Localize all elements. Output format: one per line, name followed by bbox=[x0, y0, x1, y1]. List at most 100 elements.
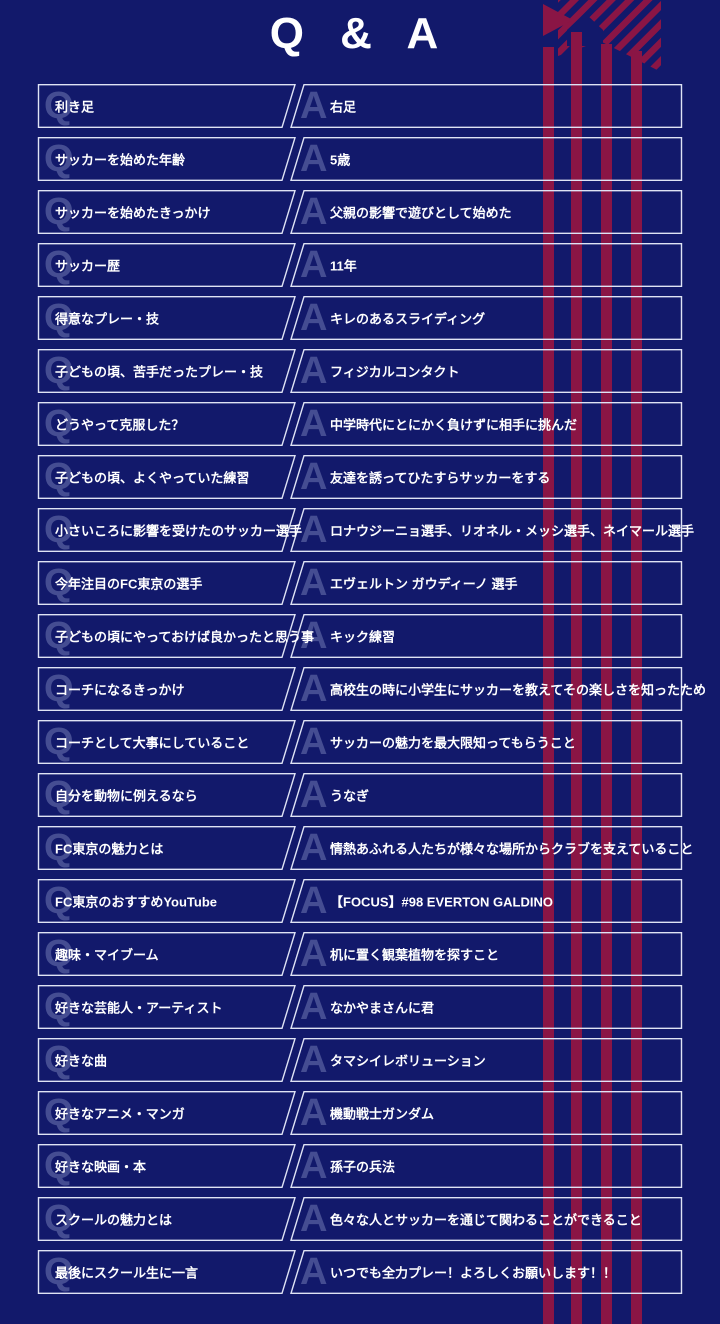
answer-text: 机に置く観葉植物を探すこと bbox=[330, 947, 500, 963]
qa-row: Q コーチになるきっかけ A 高校生の時に小学生にサッカーを教えてその楽しさを知… bbox=[0, 667, 720, 711]
a-watermark: A bbox=[300, 509, 328, 551]
answer-text: タマシイレボリューション bbox=[330, 1053, 486, 1069]
row-frame bbox=[37, 190, 683, 234]
answer-text: 5歳 bbox=[330, 152, 351, 168]
row-frame bbox=[37, 508, 683, 552]
q-watermark: Q bbox=[44, 774, 74, 816]
question-text: 利き足 bbox=[55, 99, 95, 115]
answer-text: 高校生の時に小学生にサッカーを教えてその楽しさを知ったため bbox=[330, 682, 706, 698]
qa-row: Q サッカー歴 A 11年 bbox=[0, 243, 720, 287]
answer-box-border bbox=[290, 243, 683, 287]
q-watermark: Q bbox=[44, 827, 74, 869]
answer-box-border bbox=[290, 349, 683, 393]
q-watermark: Q bbox=[44, 1145, 74, 1187]
a-watermark: A bbox=[300, 880, 328, 922]
question-box-border bbox=[37, 1250, 296, 1294]
answer-box-border bbox=[290, 137, 683, 181]
question-text: FC東京の魅力とは bbox=[55, 841, 164, 857]
question-box-border bbox=[37, 932, 296, 976]
question-box-border bbox=[37, 508, 296, 552]
row-frame bbox=[37, 137, 683, 181]
answer-text: 11年 bbox=[330, 258, 357, 274]
vertical-stripe bbox=[631, 51, 642, 1324]
answer-text: 中学時代にとにかく負けずに相手に挑んだ bbox=[330, 417, 578, 433]
answer-box-border bbox=[290, 614, 683, 658]
answer-box-border bbox=[290, 402, 683, 446]
answer-box-border bbox=[290, 190, 683, 234]
q-watermark: Q bbox=[44, 244, 74, 286]
qa-row: Q 子どもの頃、苦手だったプレー・技 A フィジカルコンタクト bbox=[0, 349, 720, 393]
row-frame bbox=[37, 773, 683, 817]
a-watermark: A bbox=[300, 350, 328, 392]
answer-box-border bbox=[290, 508, 683, 552]
q-watermark: Q bbox=[44, 880, 74, 922]
row-frame bbox=[37, 1250, 683, 1294]
question-text: サッカー歴 bbox=[55, 258, 121, 274]
question-text: FC東京のおすすめYouTube bbox=[55, 894, 218, 910]
row-frame bbox=[37, 614, 683, 658]
q-watermark: Q bbox=[44, 138, 74, 180]
qa-row: Q 子どもの頃にやっておけば良かったと思う事 A キック練習 bbox=[0, 614, 720, 658]
answer-text: ロナウジーニョ選手、リオネル・メッシ選手、ネイマール選手 bbox=[330, 523, 695, 539]
answer-text: いつでも全力プレー！よろしくお願いします！！ bbox=[330, 1265, 617, 1281]
question-box-border bbox=[37, 561, 296, 605]
qa-row: Q 小さいころに影響を受けたのサッカー選手 A ロナウジーニョ選手、リオネル・メ… bbox=[0, 508, 720, 552]
a-watermark: A bbox=[300, 85, 328, 127]
answer-text: キック練習 bbox=[330, 629, 396, 645]
qa-row: Q 子どもの頃、よくやっていた練習 A 友達を誘ってひたすらサッカーをする bbox=[0, 455, 720, 499]
question-text: 好きな芸能人・アーティスト bbox=[55, 1000, 223, 1016]
row-frame bbox=[37, 402, 683, 446]
qa-row: Q どうやって克服した？ A 中学時代にとにかく負けずに相手に挑んだ bbox=[0, 402, 720, 446]
question-box-border bbox=[37, 349, 296, 393]
row-frame bbox=[37, 879, 683, 923]
q-watermark: Q bbox=[44, 191, 74, 233]
qa-row: Q 趣味・マイブーム A 机に置く観葉植物を探すこと bbox=[0, 932, 720, 976]
row-frame bbox=[37, 296, 683, 340]
row-frame bbox=[37, 1144, 683, 1188]
qa-row: Q FC東京の魅力とは A 情熱あふれる人たちが様々な場所からクラブを支えている… bbox=[0, 826, 720, 870]
question-box-border bbox=[37, 296, 296, 340]
q-watermark: Q bbox=[44, 668, 74, 710]
a-watermark: A bbox=[300, 668, 328, 710]
qa-row: Q 好きな曲 A タマシイレボリューション bbox=[0, 1038, 720, 1082]
answer-box-border bbox=[290, 455, 683, 499]
question-box-border bbox=[37, 985, 296, 1029]
a-watermark: A bbox=[300, 827, 328, 869]
question-text: コーチとして大事にしていること bbox=[55, 735, 250, 751]
a-watermark: A bbox=[300, 721, 328, 763]
answer-box-border bbox=[290, 985, 683, 1029]
question-text: 子どもの頃、よくやっていた練習 bbox=[55, 470, 250, 486]
answer-text: フィジカルコンタクト bbox=[330, 364, 460, 380]
question-box-border bbox=[37, 455, 296, 499]
qa-row: Q 好きなアニメ・マンガ A 機動戦士ガンダム bbox=[0, 1091, 720, 1135]
row-frame bbox=[37, 985, 683, 1029]
q-watermark: Q bbox=[44, 1198, 74, 1240]
question-text: 好きなアニメ・マンガ bbox=[55, 1106, 185, 1122]
answer-text: 友達を誘ってひたすらサッカーをする bbox=[330, 470, 551, 486]
question-box-border bbox=[37, 402, 296, 446]
a-watermark: A bbox=[300, 986, 328, 1028]
answer-box-border bbox=[290, 826, 683, 870]
answer-box-border bbox=[290, 667, 683, 711]
q-watermark: Q bbox=[44, 1092, 74, 1134]
answer-text: 孫子の兵法 bbox=[330, 1159, 396, 1175]
q-watermark: Q bbox=[44, 933, 74, 975]
qa-row: Q 好きな芸能人・アーティスト A なかやまさんに君 bbox=[0, 985, 720, 1029]
qa-row: Q 自分を動物に例えるなら A うなぎ bbox=[0, 773, 720, 817]
q-watermark: Q bbox=[44, 562, 74, 604]
answer-text: 色々な人とサッカーを通じて関わることができること bbox=[330, 1212, 642, 1228]
question-text: 小さいころに影響を受けたのサッカー選手 bbox=[55, 523, 303, 539]
answer-text: 機動戦士ガンダム bbox=[330, 1106, 435, 1122]
q-watermark: Q bbox=[44, 297, 74, 339]
q-watermark: Q bbox=[44, 986, 74, 1028]
question-text: 子どもの頃、苦手だったプレー・技 bbox=[55, 364, 264, 380]
a-watermark: A bbox=[300, 191, 328, 233]
question-box-border bbox=[37, 879, 296, 923]
answer-box-border bbox=[290, 1144, 683, 1188]
row-frame bbox=[37, 932, 683, 976]
question-box-border bbox=[37, 720, 296, 764]
a-watermark: A bbox=[300, 244, 328, 286]
answer-text: 【FOCUS】#98 EVERTON GALDINO bbox=[330, 894, 553, 910]
answer-box-border bbox=[290, 296, 683, 340]
